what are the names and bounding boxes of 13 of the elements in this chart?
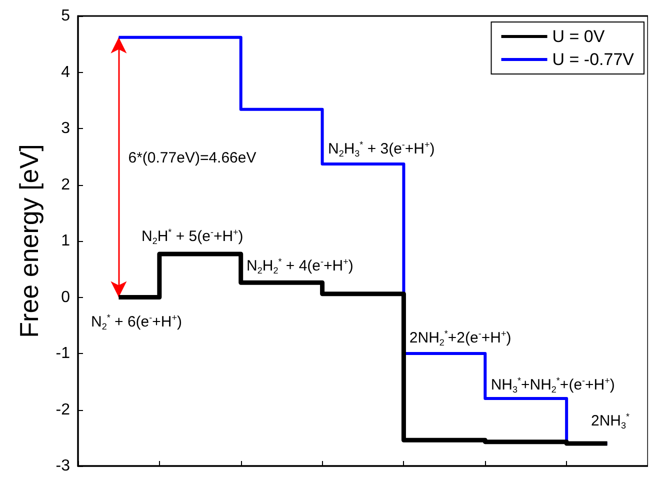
y-tick-label: 4 bbox=[61, 64, 70, 81]
y-tick-label: -2 bbox=[56, 401, 70, 418]
y-tick-label: 5 bbox=[61, 8, 70, 24]
y-tick-label: 1 bbox=[61, 232, 70, 250]
legend-label: U = -0.77V bbox=[552, 50, 635, 69]
y-tick-label: 2 bbox=[61, 176, 70, 194]
legend-label: U = 0V bbox=[552, 27, 606, 46]
annotation: 6*(0.77eV)=4.66eV bbox=[128, 149, 256, 166]
y-tick-label: 3 bbox=[61, 120, 70, 137]
y-tick-label: -3 bbox=[56, 458, 70, 474]
y-axis-title: Free energy [eV] bbox=[14, 144, 44, 338]
y-tick-label: 0 bbox=[61, 288, 70, 306]
y-tick-label: -1 bbox=[56, 345, 70, 362]
